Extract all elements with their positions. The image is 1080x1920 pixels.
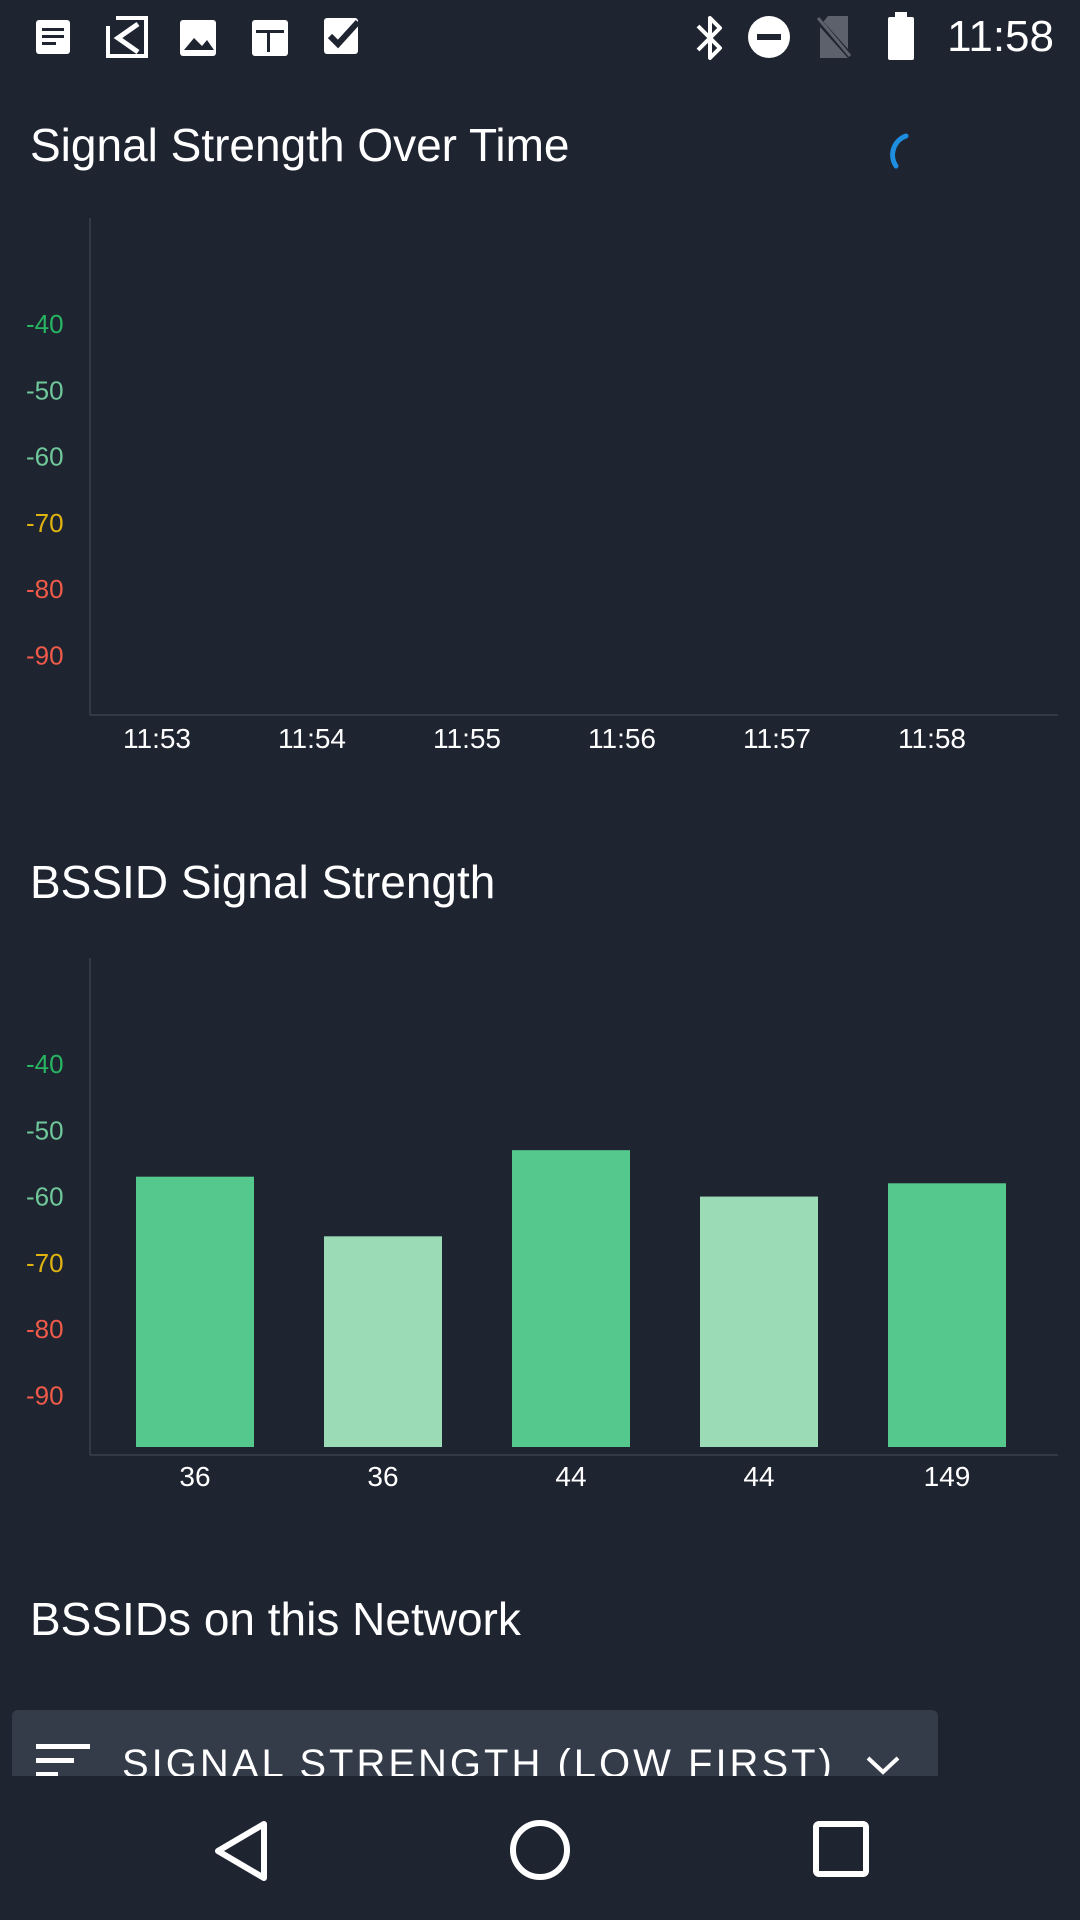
x-tick-label: 11:57: [743, 723, 811, 754]
no-sim-icon: [814, 15, 854, 61]
y-tick-label: -80: [26, 1314, 64, 1344]
y-tick-label: -90: [26, 640, 64, 670]
bluetooth-icon: [696, 16, 722, 60]
bssid-signal-bar-chart: -40 -50 -60 -70 -80 -90 36 36 44 44 149: [26, 958, 1058, 1492]
status-bar: 11:58: [0, 0, 1080, 72]
navigation-bar: [0, 1776, 1080, 1920]
x-tick-label: 11:54: [278, 723, 346, 754]
do-not-disturb-icon: [748, 16, 790, 58]
image-icon: [180, 20, 216, 56]
y-tick-label: -70: [26, 1248, 64, 1278]
tasks-icon: [324, 18, 361, 54]
y-tick-label: -90: [26, 1380, 64, 1410]
bar: [324, 1236, 442, 1447]
signal-strength-line-chart: -40 -50 -60 -70 -80 -90 11:53 11:54 11:55 11:56 11…: [26, 218, 1058, 754]
back-button[interactable]: [206, 1816, 276, 1886]
status-time: 11:58: [947, 12, 1054, 61]
bar: [700, 1196, 818, 1447]
table-icon: [252, 20, 288, 56]
chevron-down-icon: [866, 1756, 900, 1775]
x-tick-label: 11:53: [123, 723, 191, 754]
x-tick-label: 11:56: [588, 723, 656, 754]
share-icon: [104, 14, 148, 58]
battery-icon: [888, 12, 914, 60]
x-tick-label: 36: [179, 1461, 210, 1492]
bssid-list-title: BSSIDs on this Network: [30, 1593, 521, 1645]
x-tick-label: 11:55: [433, 723, 501, 754]
sort-icon: [36, 1744, 90, 1777]
y-tick-label: -40: [26, 1049, 64, 1079]
bar: [136, 1176, 254, 1447]
y-tick-label: -80: [26, 574, 64, 604]
y-tick-label: -60: [26, 442, 64, 472]
x-tick-label: 11:58: [898, 723, 966, 754]
time-chart-title: Signal Strength Over Time: [30, 119, 570, 171]
y-tick-label: -70: [26, 508, 64, 538]
x-tick-label: 149: [924, 1461, 971, 1492]
bar: [888, 1183, 1006, 1447]
y-tick-label: -60: [26, 1182, 64, 1212]
notes-icon: [36, 20, 70, 54]
x-tick-label: 44: [743, 1461, 774, 1492]
y-tick-label: -50: [26, 375, 64, 405]
y-tick-label: -50: [26, 1115, 64, 1145]
y-tick-label: -40: [26, 309, 64, 339]
recents-button[interactable]: [810, 1818, 874, 1882]
bar: [512, 1150, 630, 1447]
bssid-chart-title: BSSID Signal Strength: [30, 856, 496, 908]
loading-spinner-icon: [890, 133, 909, 169]
x-tick-label: 36: [367, 1461, 398, 1492]
home-button[interactable]: [506, 1816, 574, 1884]
x-tick-label: 44: [555, 1461, 586, 1492]
